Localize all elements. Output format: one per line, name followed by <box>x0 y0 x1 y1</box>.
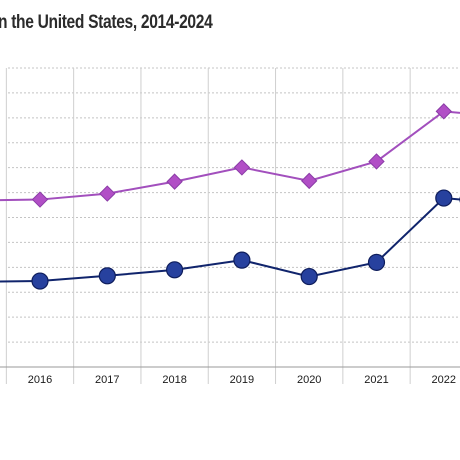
data-point-diamond <box>31 191 49 208</box>
x-tick-label: 2016 <box>28 374 52 386</box>
data-point-circle <box>166 261 184 279</box>
data-point-circle <box>435 189 453 207</box>
data-point-circle <box>98 267 116 285</box>
data-point-diamond <box>99 185 116 202</box>
x-tick-label: 2020 <box>297 374 321 386</box>
plot-background <box>0 62 460 425</box>
x-tick-label: 2019 <box>230 374 254 386</box>
data-point-circle <box>367 253 386 271</box>
footer-band <box>0 425 460 460</box>
data-point-diamond <box>233 159 251 176</box>
chart-title: n the United States, 2014-2024 <box>0 12 213 33</box>
data-point-circle <box>233 251 251 269</box>
x-tick-label: 2021 <box>364 374 388 386</box>
data-point-diamond <box>300 172 318 190</box>
x-tick-label: 2022 <box>432 374 456 386</box>
title-bar <box>0 0 460 62</box>
x-tick-label: 2018 <box>162 374 186 386</box>
data-point-diamond <box>166 173 183 190</box>
data-point-circle <box>300 267 318 286</box>
data-point-diamond <box>368 153 385 170</box>
x-tick-label: 2017 <box>95 374 119 386</box>
data-point-diamond <box>435 103 453 120</box>
data-point-circle <box>31 272 49 290</box>
